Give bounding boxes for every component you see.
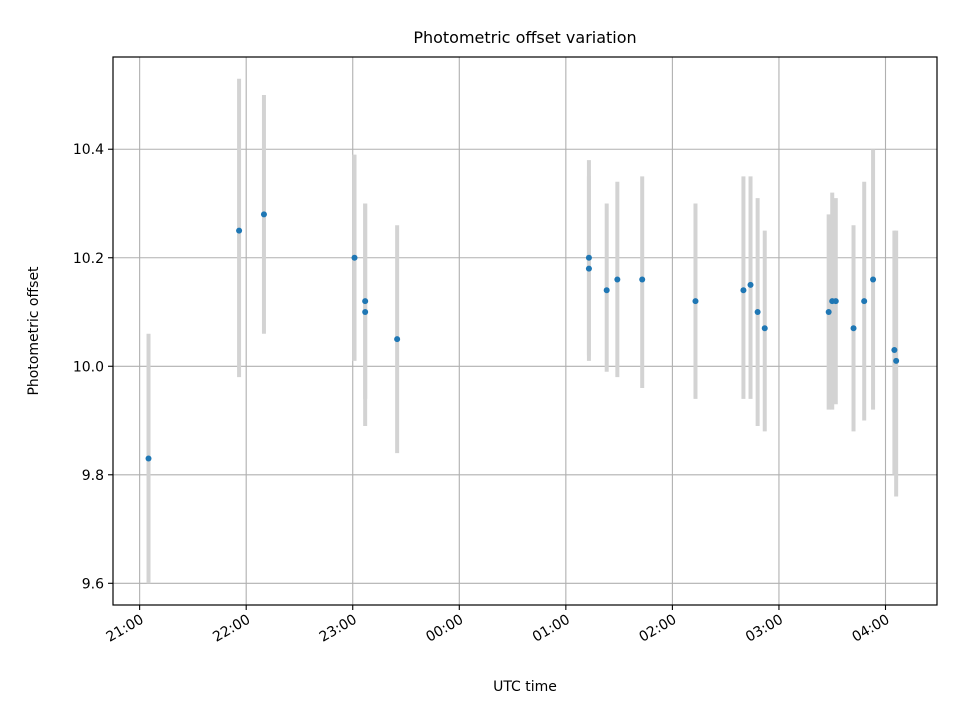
chart-title: Photometric offset variation	[413, 28, 636, 47]
data-point	[260, 211, 267, 218]
data-point	[362, 298, 369, 305]
y-tick-label: 9.8	[82, 468, 104, 484]
data-point	[394, 336, 401, 343]
data-point	[614, 276, 621, 283]
y-tick-label: 10.2	[73, 251, 104, 267]
data-point	[603, 287, 610, 294]
plot-frame	[112, 56, 938, 606]
data-point	[585, 254, 592, 261]
x-axis-label: UTC time	[493, 679, 557, 695]
data-points	[145, 211, 900, 462]
data-point	[832, 298, 839, 305]
y-tick-label: 10.0	[73, 359, 104, 375]
data-point	[861, 298, 868, 305]
y-axis-label: Photometric offset	[26, 266, 42, 396]
data-point	[145, 455, 152, 462]
data-point	[236, 227, 243, 234]
data-point	[362, 309, 369, 316]
data-point	[893, 357, 900, 364]
y-tick-label: 9.6	[82, 576, 104, 592]
data-point	[639, 276, 646, 283]
data-point	[754, 309, 761, 316]
data-point	[740, 287, 747, 294]
data-point	[850, 325, 857, 332]
data-point	[351, 254, 358, 261]
y-tick-label: 10.4	[73, 142, 104, 158]
data-point	[585, 265, 592, 272]
grid	[113, 57, 937, 605]
data-point	[747, 281, 754, 288]
data-point	[761, 325, 768, 332]
data-point	[870, 276, 877, 283]
data-point	[692, 298, 699, 305]
data-point	[891, 346, 898, 353]
y-axis: 9.6 9.8 10.0 10.2 10.4	[73, 142, 113, 592]
data-point	[825, 309, 832, 316]
